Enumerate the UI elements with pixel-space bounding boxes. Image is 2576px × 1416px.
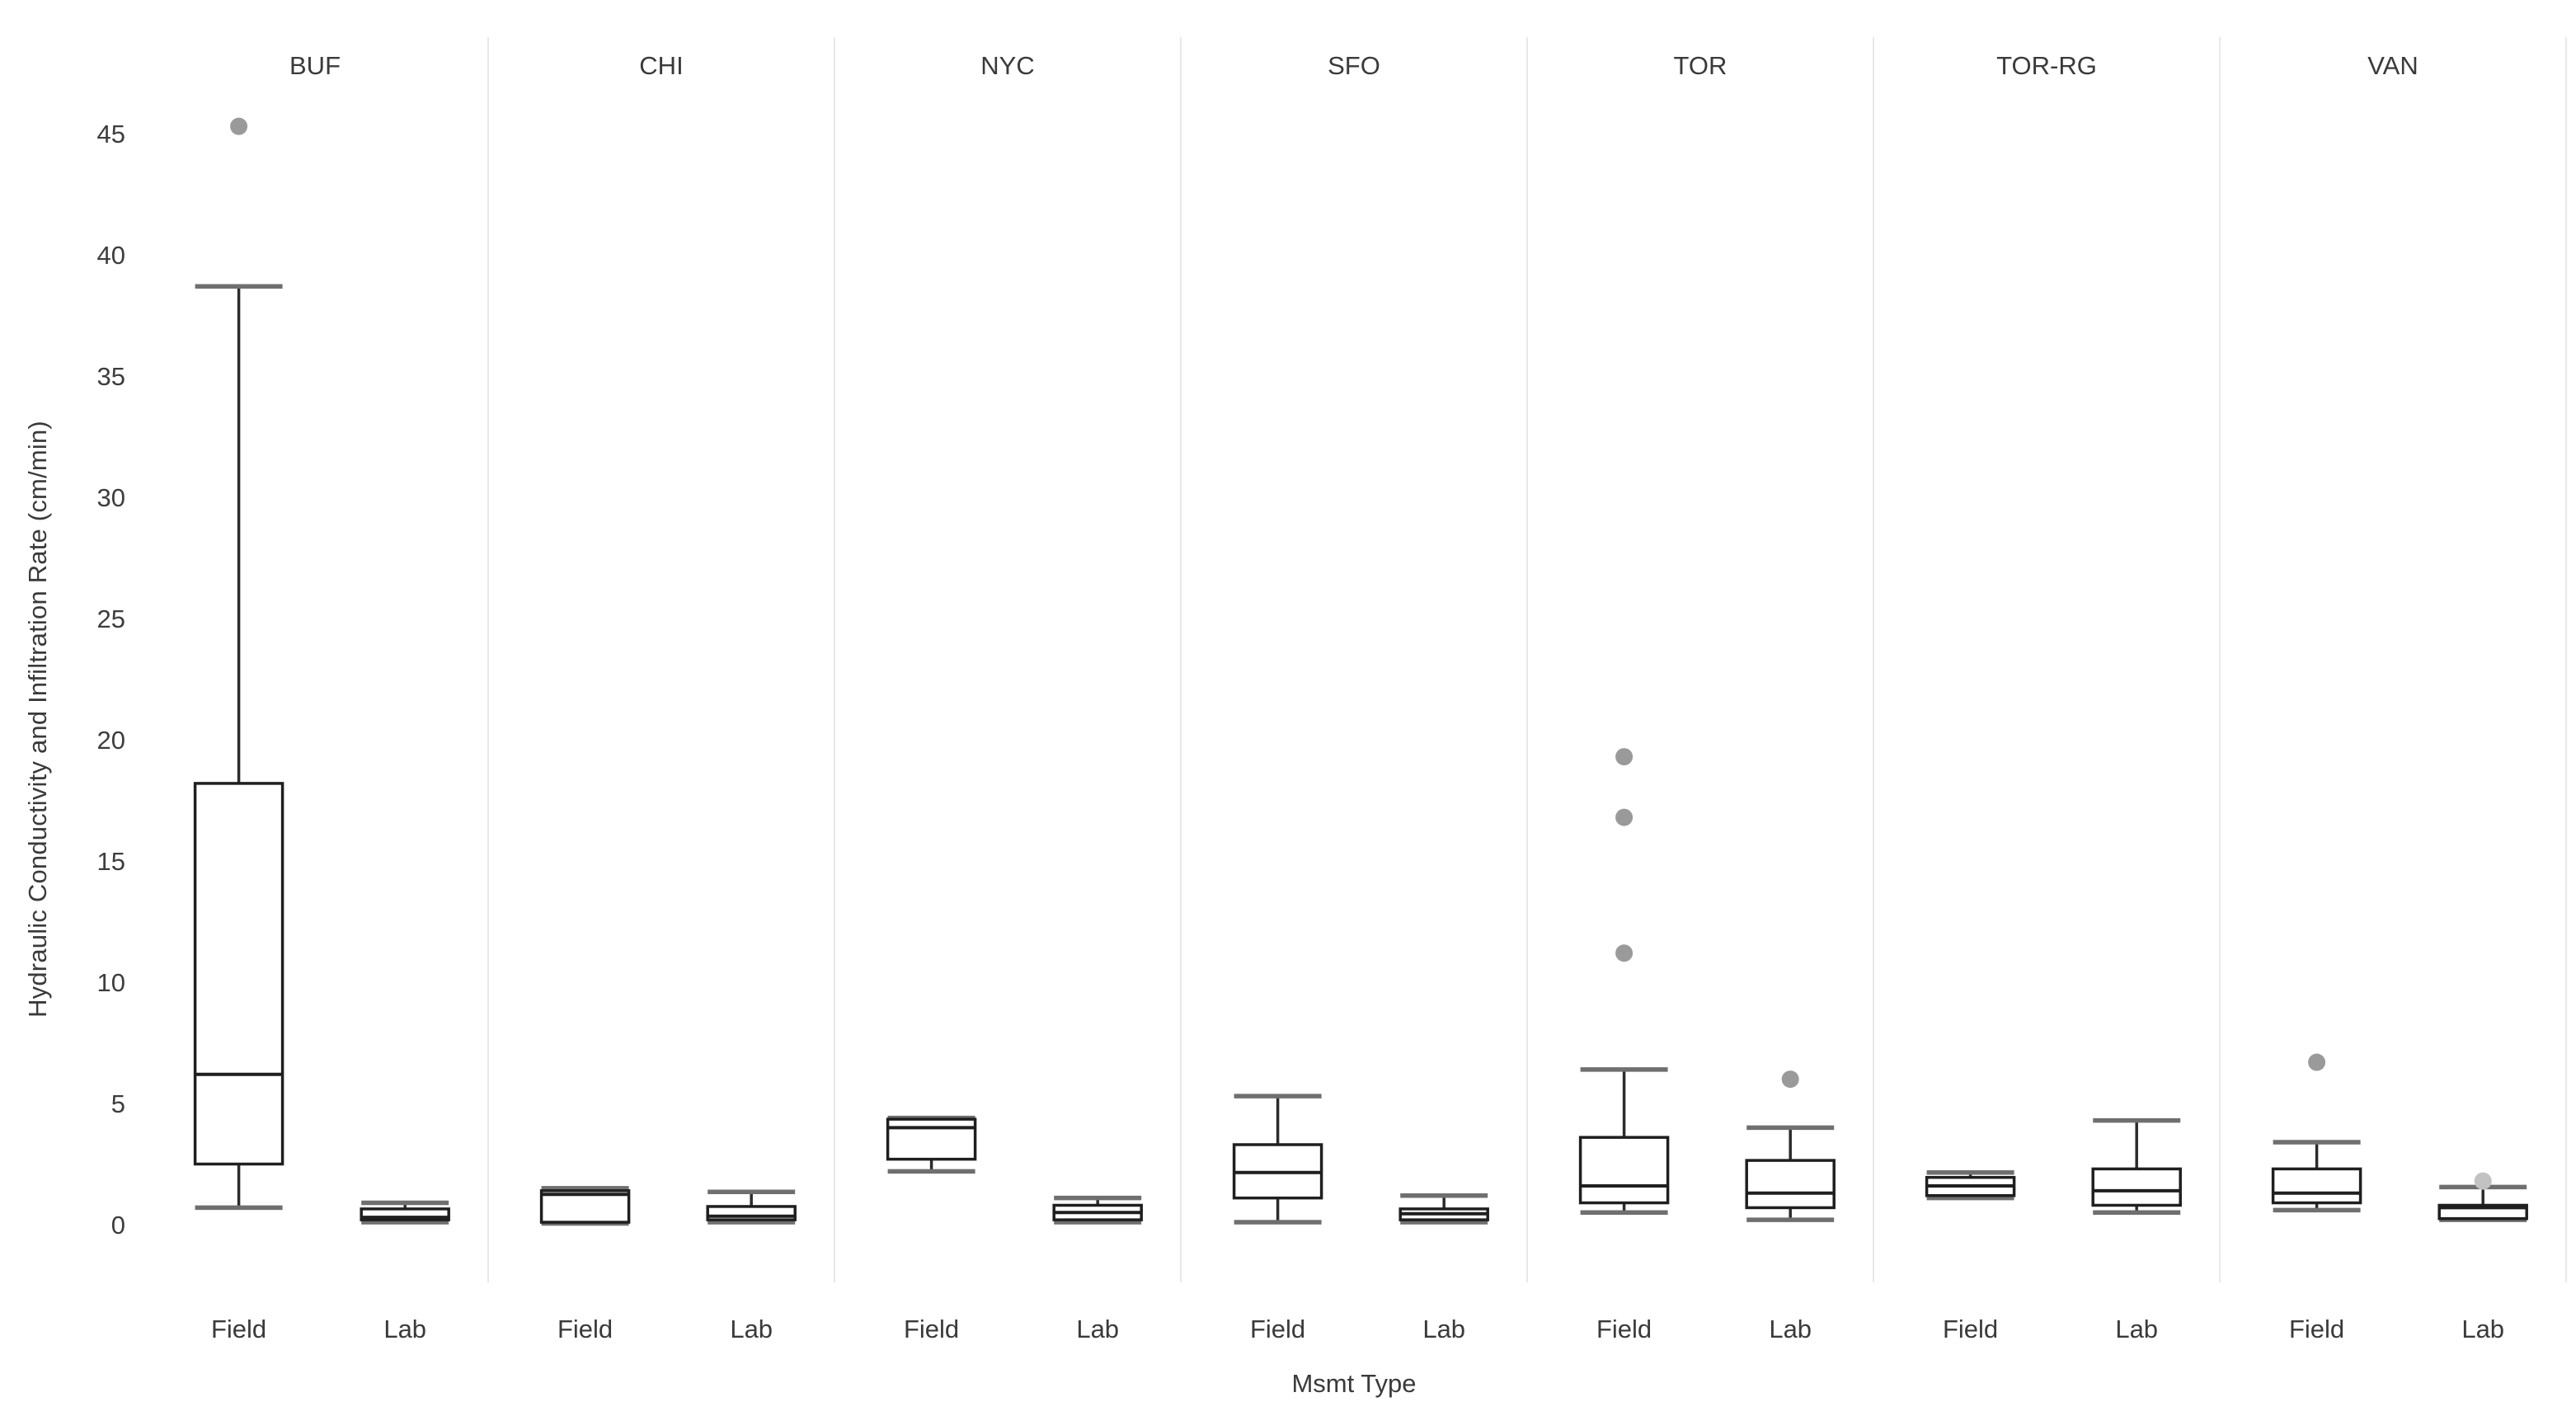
iqr-box [1745,1159,1836,1210]
facet-title: BUF [289,51,341,80]
x-category-label: Field [904,1315,959,1343]
y-tick-label: 5 [111,1089,125,1118]
boxplot-TOR-RG-Lab [2091,1117,2182,1216]
facet-title: TOR-RG [1996,51,2097,80]
y-tick-label: 20 [97,726,125,755]
y-tick-label: 0 [111,1211,125,1240]
facet-title: CHI [639,51,683,80]
x-category-label: Lab [1769,1315,1812,1343]
y-tick-label: 25 [97,605,125,633]
facet-title: SFO [1328,51,1380,80]
x-category-label: Lab [2115,1315,2158,1343]
facet-title: VAN [2367,51,2418,80]
boxplot-VAN-Field [2271,1053,2362,1213]
facet-title: NYC [980,51,1034,80]
x-category-label: Lab [1422,1315,1465,1343]
x-axis-title: Msmt Type [1291,1369,1417,1398]
boxplot-BUF-Lab [360,1200,450,1225]
y-tick-label: 40 [97,241,125,270]
outlier-point [230,117,248,135]
x-category-label: Field [1250,1315,1305,1343]
x-category-label: Lab [730,1315,773,1343]
boxplot-CHI-Lab [706,1189,797,1225]
outlier-point [1615,748,1634,766]
x-category-label: Lab [383,1315,426,1343]
y-tick-label: 10 [97,968,125,997]
y-tick-label: 35 [97,362,125,391]
iqr-box [1578,1136,1670,1205]
boxplot-TOR-Field [1578,748,1670,1216]
x-category-label: Lab [2461,1315,2504,1343]
y-tick-label: 45 [97,120,125,148]
facet-title: TOR [1674,51,1728,80]
y-tick-label: 30 [97,483,125,512]
x-category-label: Field [557,1315,613,1343]
iqr-box [2091,1167,2182,1207]
x-category-label: Lab [1076,1315,1119,1343]
boxplot-SFO-Field [1232,1094,1323,1225]
y-tick-label: 15 [97,847,125,876]
outlier-point [2474,1172,2492,1190]
x-category-label: Field [1943,1315,1998,1343]
x-category-label: Field [1596,1315,1652,1343]
x-category-label: Field [211,1315,266,1343]
x-category-label: Field [2289,1315,2344,1343]
boxplot-TOR-RG-Field [1925,1170,2016,1201]
iqr-box [886,1117,977,1161]
outlier-point [1615,944,1634,962]
boxplot-BUF-Field [193,117,284,1211]
boxplot-TOR-Lab [1745,1070,1836,1222]
outlier-point [1781,1070,1799,1089]
outlier-point [1615,808,1634,826]
iqr-box [2271,1167,2362,1205]
outlier-point [2308,1053,2326,1071]
boxplot-SFO-Lab [1398,1193,1489,1225]
boxplot-CHI-Field [539,1186,631,1226]
boxplot-NYC-Lab [1052,1195,1143,1225]
boxplot-NYC-Field [886,1115,977,1174]
iqr-box [193,782,284,1166]
boxplot-VAN-Lab [2437,1172,2528,1222]
